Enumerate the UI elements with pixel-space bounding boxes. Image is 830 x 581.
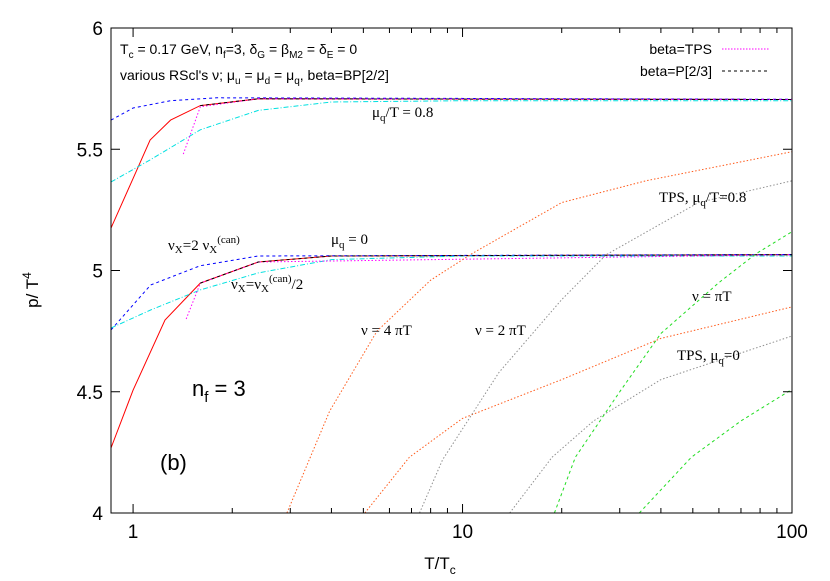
- header-text: Tc = 0.17 GeV, nf=3, δG = βM2 = δE = 0 v…: [120, 41, 389, 87]
- x-tick-label: 10: [452, 522, 473, 543]
- annotation-tps-0: TPS, μq=0: [677, 348, 740, 367]
- series-line-9: [200, 254, 792, 284]
- annotations: μq/T = 0.8 μq = 0 νX=2 νX(can) νX=νX(can…: [168, 105, 746, 367]
- y-axis-label: p/ T4: [20, 272, 42, 308]
- plot-frame: [110, 27, 793, 514]
- series-line-0: [111, 98, 792, 229]
- annotation-nu-pit: ν = πT: [692, 289, 731, 305]
- series-line-8: [185, 254, 792, 320]
- x-tick-label: 1: [128, 522, 139, 543]
- curves: [111, 97, 792, 513]
- legend: beta=TPS beta=P[2/3]: [640, 41, 770, 79]
- x-axis-label: T/Tc: [424, 554, 456, 577]
- annotation-mu-08: μq/T = 0.8: [372, 105, 433, 124]
- series-line-4: [200, 98, 792, 107]
- annotation-nu-2x: νX=2 νX(can): [168, 234, 240, 256]
- annotation-nu-half: νX=νX(can)/2: [231, 273, 303, 295]
- annotation-mu-0: μq = 0: [331, 232, 368, 251]
- series-line-11: [364, 306, 792, 513]
- legend-label-p23: beta=P[2/3]: [640, 63, 712, 79]
- series-line-6: [111, 254, 792, 331]
- legend-label-tps: beta=TPS: [649, 41, 712, 57]
- series-line-2: [111, 100, 792, 183]
- y-tick-label: 5.5: [77, 140, 103, 161]
- series-line-12: [419, 180, 792, 513]
- series-line-13: [509, 335, 792, 513]
- panel-label: (b): [160, 450, 187, 475]
- header-line-2: various RScl's ν; μu = μd = μq, beta=BP[…: [120, 67, 389, 87]
- series-line-1: [111, 97, 792, 121]
- series-line-14: [553, 231, 792, 513]
- series-line-3: [182, 98, 792, 155]
- nf-label: nf = 3: [192, 376, 246, 406]
- x-tick-label: 100: [776, 522, 808, 543]
- annotation-nu-2pit: ν = 2 πT: [475, 323, 526, 339]
- y-tick-label: 6: [92, 19, 103, 40]
- series-line-10: [286, 151, 792, 513]
- y-tick-label: 4: [92, 504, 103, 525]
- y-tick-label: 5: [92, 262, 103, 283]
- series-line-15: [638, 388, 792, 513]
- annotation-tps-08: TPS, μq/T=0.8: [659, 190, 746, 209]
- ticks: 1 10 100 4 4.5 5 5.5 6: [77, 19, 808, 543]
- y-tick-label: 4.5: [77, 383, 103, 404]
- annotation-nu-4pit: ν = 4 πT: [361, 323, 412, 339]
- header-line-1: Tc = 0.17 GeV, nf=3, δG = βM2 = δE = 0: [120, 41, 357, 61]
